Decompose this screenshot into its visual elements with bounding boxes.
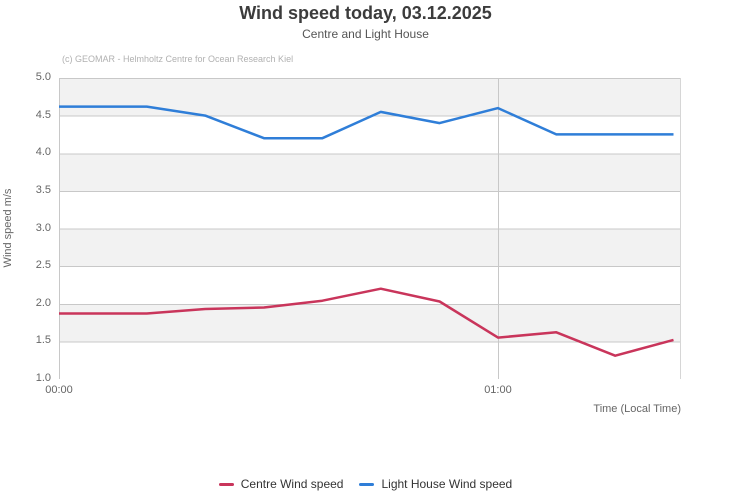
credits-text: (c) GEOMAR - Helmholtz Centre for Ocean … (62, 54, 294, 64)
legend-dash-icon (359, 482, 375, 486)
y-tick-label: 1.0 (35, 372, 51, 384)
series-line-centre-wind-speed (59, 287, 674, 357)
y-tick-label: 3.5 (35, 183, 51, 196)
plot-area (59, 78, 681, 379)
y-tick-label: 4.5 (35, 108, 51, 121)
y-tick-label: 2.0 (35, 296, 51, 309)
legend-item-light-house-wind-speed[interactable]: Light House Wind speed (359, 477, 512, 491)
plot-svg (59, 78, 681, 379)
plot-band (59, 153, 681, 191)
y-tick-label: 4.0 (35, 146, 51, 159)
legend-item-centre-wind-speed[interactable]: Centre Wind speed (218, 477, 344, 491)
y-tick-label: 3.0 (35, 221, 51, 234)
plot-band (59, 78, 681, 116)
legend-label: Centre Wind speed (240, 477, 344, 491)
plot-band (59, 303, 681, 342)
x-tick-label: 01:00 (484, 384, 512, 396)
plot-band (59, 228, 681, 267)
y-tick-label: 5.0 (35, 71, 51, 83)
chart-subtitle: Centre and Light House (302, 27, 429, 41)
y-tick-label: 1.5 (35, 334, 51, 347)
x-tick-label: 00:00 (45, 384, 73, 396)
legend-label: Light House Wind speed (381, 477, 513, 491)
y-tick-label: 2.5 (35, 259, 51, 272)
legend-dash-icon (218, 482, 234, 486)
x-axis-title: Time (Local Time) (593, 403, 681, 415)
chart-title: Wind speed today, 03.12.2025 (239, 3, 492, 23)
legend: Centre Wind speed Light House Wind speed (0, 477, 731, 491)
series-line-light-house-wind-speed (59, 105, 674, 140)
